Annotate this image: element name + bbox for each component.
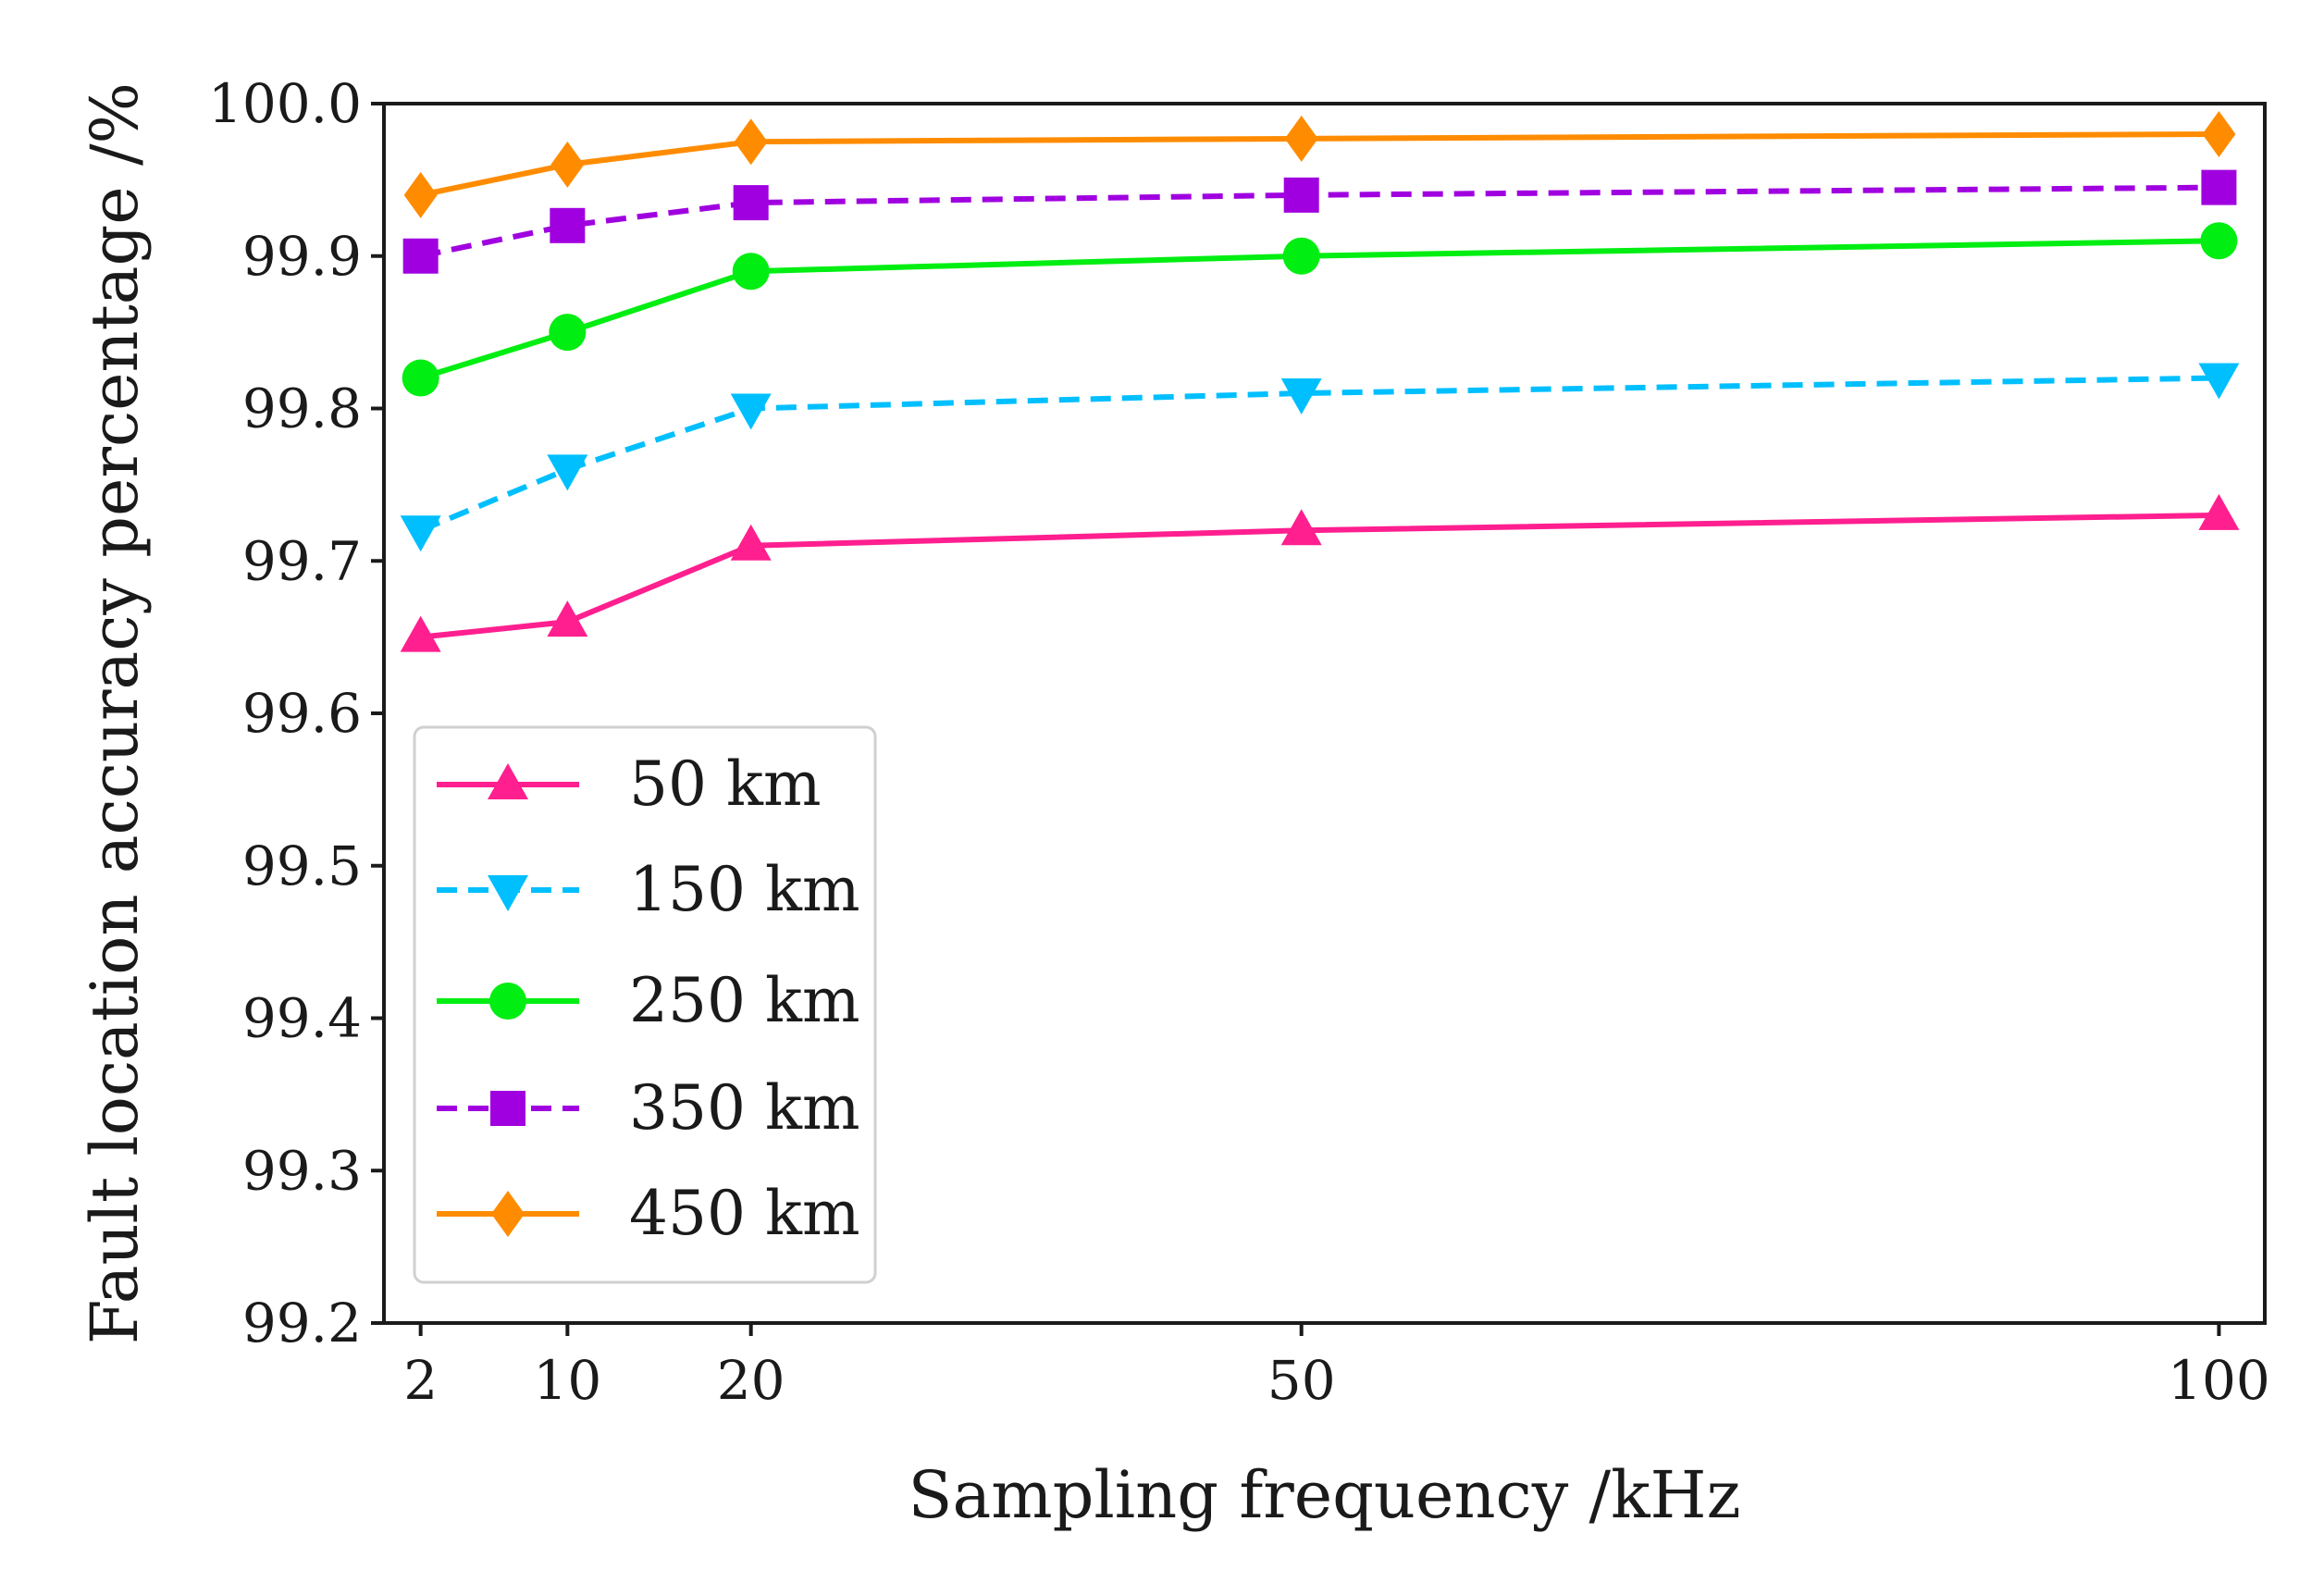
axis-ticks: 99.2 99.3 99.4 99.5 99.6 99.7 99.8 99.9 100.0 2 10…	[208, 72, 2270, 1412]
data-point	[550, 207, 586, 243]
data-point	[730, 393, 772, 430]
data-point	[2198, 493, 2240, 530]
legend-box	[413, 725, 877, 1284]
y-tick-label: 99.7	[242, 529, 362, 592]
y-tick-label: 99.5	[242, 835, 362, 897]
data-point	[733, 185, 769, 221]
x-tick-label: 10	[533, 1349, 601, 1412]
legend-label: 350 km	[629, 1072, 860, 1144]
legend-item: 350 km	[437, 1072, 860, 1144]
data-point	[1280, 509, 1322, 546]
legend-item: 50 km	[437, 748, 822, 820]
legend-swatch-marker	[488, 875, 528, 911]
x-tick-label: 100	[2168, 1349, 2270, 1412]
data-point	[730, 524, 772, 561]
x-tick-label: 2	[403, 1349, 438, 1412]
data-point	[1282, 237, 1320, 275]
series-lines	[400, 110, 2240, 652]
data-point	[550, 141, 585, 188]
data-point	[2201, 169, 2237, 205]
data-point	[547, 454, 588, 491]
y-tick-label: 99.4	[242, 987, 362, 1050]
y-axis-title: Fault location accuracy percentage /%	[77, 82, 153, 1344]
data-point	[400, 615, 441, 652]
legend-item: 150 km	[437, 854, 860, 925]
data-point	[549, 314, 587, 352]
legend: 50 km 150 km 250 km 350 km 450 km	[413, 725, 877, 1284]
x-tick-label: 20	[717, 1349, 785, 1412]
y-tick-label: 99.2	[242, 1292, 362, 1354]
y-tick-label: 99.9	[242, 225, 362, 288]
y-tick-label: 99.6	[242, 682, 362, 745]
data-point	[400, 515, 441, 552]
legend-label: 50 km	[629, 748, 822, 820]
y-tick-label: 99.3	[242, 1139, 362, 1202]
legend-label: 150 km	[629, 854, 860, 925]
data-point	[732, 253, 770, 291]
series-1	[400, 363, 2240, 552]
legend-item: 250 km	[437, 965, 860, 1036]
legend-swatch-marker	[491, 1191, 525, 1237]
series-2	[402, 222, 2238, 397]
y-tick-label: 99.8	[242, 377, 362, 440]
x-axis-title: Sampling frequency /kHz	[909, 1457, 1741, 1533]
series-3	[402, 169, 2237, 274]
data-point	[402, 359, 439, 397]
data-point	[402, 238, 439, 274]
series-4	[403, 110, 2236, 218]
legend-swatch-marker	[489, 983, 526, 1020]
data-point	[1280, 378, 1322, 415]
x-tick-label: 50	[1267, 1349, 1336, 1412]
legend-label: 250 km	[629, 965, 860, 1036]
legend-item: 450 km	[437, 1178, 860, 1249]
series-0	[400, 493, 2240, 652]
data-point	[2200, 222, 2238, 260]
y-tick-label: 100.0	[208, 72, 362, 135]
data-point	[1283, 177, 1319, 213]
legend-swatch-marker	[490, 1091, 525, 1126]
data-point	[2198, 363, 2240, 400]
legend-swatch-marker	[488, 763, 528, 799]
data-point	[2202, 110, 2236, 157]
data-point	[403, 171, 438, 218]
data-point	[734, 118, 768, 166]
data-point	[547, 600, 588, 637]
legend-label: 450 km	[629, 1178, 860, 1249]
plot-frame	[382, 102, 2267, 1325]
data-point	[1284, 115, 1318, 162]
